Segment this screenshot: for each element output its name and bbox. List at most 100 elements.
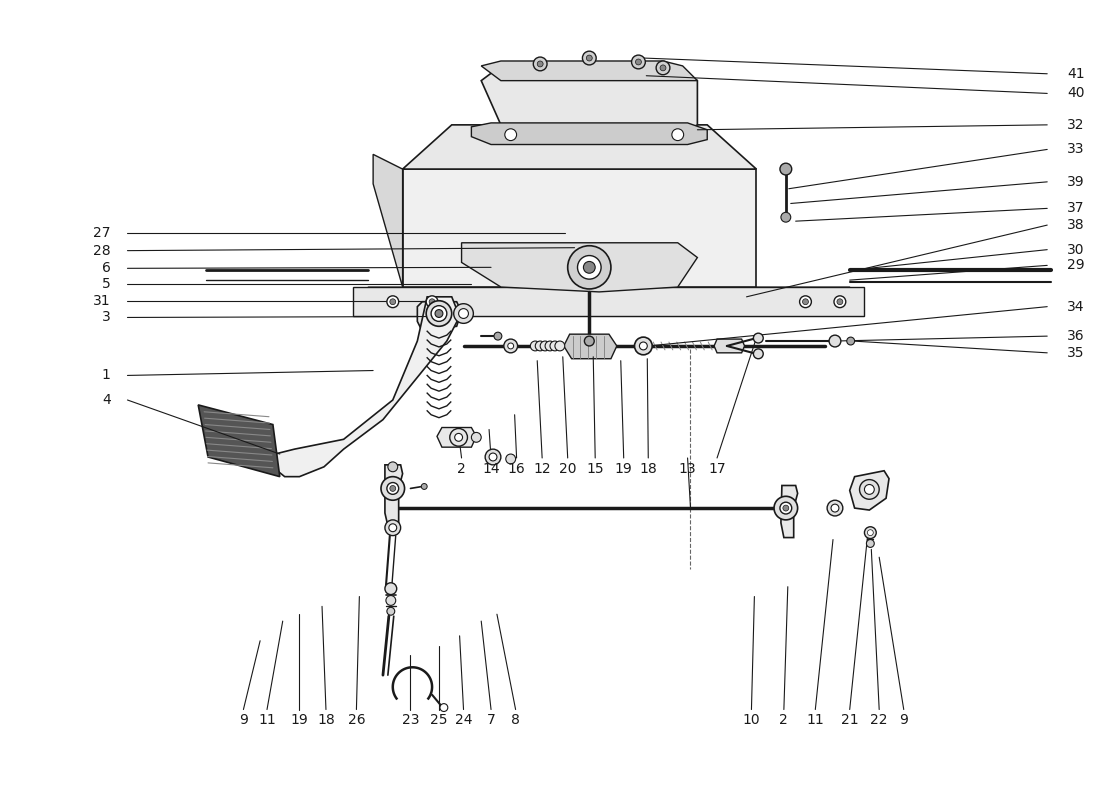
Circle shape (385, 582, 397, 594)
Circle shape (440, 704, 448, 711)
Circle shape (586, 55, 592, 61)
Circle shape (388, 462, 398, 472)
Circle shape (504, 339, 518, 353)
Circle shape (554, 341, 564, 351)
Text: 33: 33 (1067, 142, 1085, 157)
Circle shape (530, 341, 540, 351)
Text: 29: 29 (1067, 258, 1085, 272)
Text: 37: 37 (1067, 202, 1085, 215)
Polygon shape (275, 297, 460, 477)
Circle shape (834, 296, 846, 308)
Text: 39: 39 (1067, 175, 1085, 189)
Text: 19: 19 (615, 462, 632, 476)
Text: 19: 19 (290, 714, 308, 727)
Polygon shape (353, 287, 865, 317)
Text: 9: 9 (239, 714, 248, 727)
Text: 14: 14 (482, 462, 499, 476)
Circle shape (865, 485, 874, 494)
Circle shape (387, 482, 398, 494)
Text: 8: 8 (512, 714, 520, 727)
Polygon shape (373, 154, 403, 287)
Circle shape (827, 500, 843, 516)
Polygon shape (403, 169, 757, 287)
Text: 24: 24 (454, 714, 472, 727)
Circle shape (578, 255, 601, 279)
Circle shape (450, 429, 468, 446)
Polygon shape (353, 287, 865, 317)
Circle shape (494, 332, 502, 340)
Circle shape (508, 343, 514, 349)
Polygon shape (481, 61, 697, 81)
Circle shape (754, 333, 763, 343)
Circle shape (847, 337, 855, 345)
Circle shape (454, 434, 462, 442)
Text: 11: 11 (258, 714, 276, 727)
Circle shape (490, 453, 497, 461)
Polygon shape (781, 486, 798, 538)
Text: 20: 20 (559, 462, 576, 476)
Circle shape (389, 298, 396, 305)
Circle shape (829, 335, 840, 347)
Text: 13: 13 (679, 462, 696, 476)
Circle shape (780, 163, 792, 175)
Circle shape (582, 51, 596, 65)
Text: 41: 41 (1067, 66, 1085, 81)
Text: 12: 12 (534, 462, 551, 476)
Circle shape (505, 129, 517, 141)
Circle shape (859, 479, 879, 499)
Text: 1: 1 (102, 369, 111, 382)
Circle shape (421, 483, 427, 490)
Text: 6: 6 (102, 262, 111, 275)
Circle shape (385, 520, 400, 536)
Circle shape (389, 486, 396, 491)
Circle shape (867, 539, 875, 547)
Text: 10: 10 (742, 714, 760, 727)
Polygon shape (462, 242, 697, 292)
Circle shape (472, 433, 481, 442)
Text: 9: 9 (900, 714, 909, 727)
Text: 18: 18 (639, 462, 657, 476)
Polygon shape (417, 302, 462, 331)
Text: 23: 23 (402, 714, 419, 727)
Polygon shape (437, 427, 476, 447)
Circle shape (780, 502, 792, 514)
Circle shape (453, 304, 473, 323)
Polygon shape (481, 66, 697, 134)
Text: 27: 27 (94, 226, 111, 240)
Text: 31: 31 (94, 294, 111, 308)
Text: 21: 21 (840, 714, 858, 727)
Circle shape (550, 341, 560, 351)
Text: 38: 38 (1067, 218, 1085, 232)
Circle shape (781, 212, 791, 222)
Circle shape (754, 349, 763, 358)
Circle shape (429, 298, 434, 305)
Circle shape (506, 454, 516, 464)
Circle shape (583, 262, 595, 274)
Circle shape (631, 55, 646, 69)
Text: 15: 15 (586, 462, 604, 476)
Text: 28: 28 (94, 244, 111, 258)
Text: 5: 5 (102, 277, 111, 291)
Text: 25: 25 (430, 714, 448, 727)
Circle shape (636, 59, 641, 65)
Circle shape (672, 129, 683, 141)
Circle shape (660, 65, 666, 71)
Circle shape (868, 530, 873, 536)
Polygon shape (472, 123, 707, 145)
Text: 30: 30 (1067, 242, 1085, 257)
Circle shape (485, 449, 501, 465)
Circle shape (568, 246, 611, 289)
Circle shape (830, 504, 839, 512)
Circle shape (426, 296, 438, 308)
Circle shape (426, 301, 452, 326)
Circle shape (388, 524, 397, 532)
Circle shape (381, 477, 405, 500)
Circle shape (639, 342, 647, 350)
Circle shape (434, 310, 443, 318)
Circle shape (431, 306, 447, 322)
Text: 34: 34 (1067, 300, 1085, 314)
Polygon shape (403, 125, 757, 169)
Circle shape (387, 296, 398, 308)
Circle shape (774, 496, 798, 520)
Circle shape (459, 309, 469, 318)
